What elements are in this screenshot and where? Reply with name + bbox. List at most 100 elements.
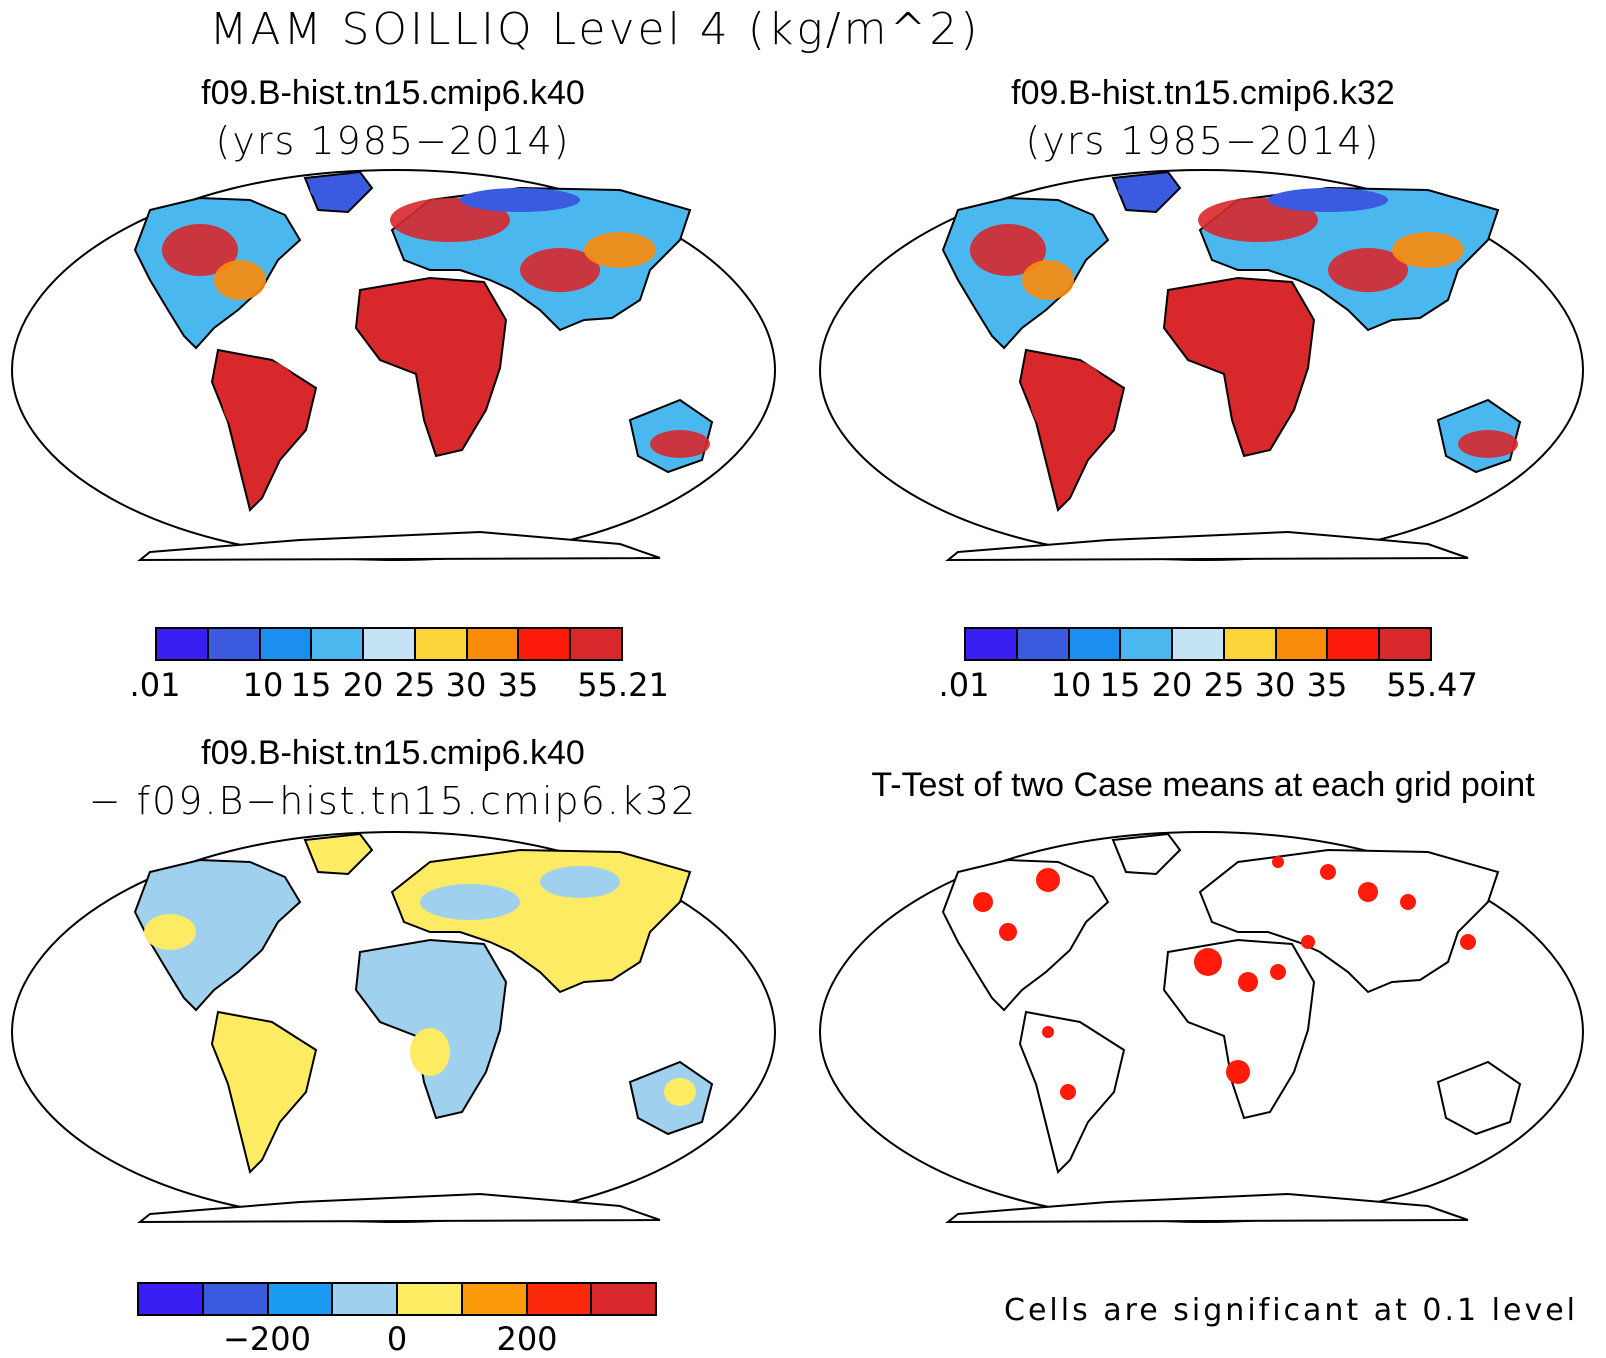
continent-northAmerica [133, 858, 302, 1012]
colorbar-difference [137, 1282, 657, 1316]
colorbar-swatch [1276, 629, 1329, 659]
colorbar-swatch [1224, 629, 1277, 659]
colorbar-tick-label: 30 [1254, 666, 1296, 704]
colorbar-swatch [1121, 629, 1174, 659]
colorbar-swatch [203, 1284, 269, 1314]
significant-cell [999, 923, 1017, 941]
colorbar-swatch [592, 1284, 655, 1314]
colorbar-swatch [268, 1284, 334, 1314]
colorbar-tick-label: .01 [129, 666, 181, 704]
colorbar-tick-label: −200 [223, 1320, 311, 1358]
significant-cell [1036, 868, 1060, 892]
field-blob [1030, 360, 1110, 440]
significant-cell [1301, 935, 1315, 949]
colorbar-swatch [1069, 629, 1122, 659]
colorbar-swatch [157, 629, 209, 659]
significant-cell [973, 892, 993, 912]
significant-cell [1320, 864, 1336, 880]
colorbar-swatch [1017, 629, 1070, 659]
significant-cell [1358, 882, 1378, 902]
map-difference [10, 830, 777, 1224]
colorbar-tick-label: 35 [497, 666, 539, 704]
colorbar-swatch [966, 629, 1018, 659]
colorbar-swatch [398, 1284, 463, 1314]
colorbar-swatch [415, 629, 468, 659]
field-blob [162, 224, 238, 276]
continent-antarctica [137, 1192, 661, 1224]
field-blob [1022, 260, 1074, 300]
colorbar-tick-label: 10 [1050, 666, 1092, 704]
field-blob [970, 224, 1046, 276]
colorbar-swatch [462, 1284, 528, 1314]
colorbar-swatch [364, 629, 416, 659]
map-ttest [818, 830, 1585, 1224]
field-blob [584, 232, 656, 268]
colorbar-swatch [1380, 629, 1431, 659]
field-blob [420, 884, 520, 920]
significance-note: Cells are significant at 0.1 level [1004, 1293, 1579, 1328]
continent-africa [1162, 938, 1316, 1120]
colorbar-swatch [1328, 629, 1381, 659]
diff-case-title: f09.B-hist.tn15.cmip6.k40 [201, 734, 585, 772]
field-blob [310, 180, 350, 200]
colorbar-swatch [312, 629, 365, 659]
continent-greenland [303, 832, 374, 876]
field-blob [1268, 188, 1388, 212]
colorbar-swatch [208, 629, 261, 659]
significant-cell [1400, 894, 1416, 910]
field-blob [1392, 232, 1464, 268]
field-blob [460, 188, 580, 212]
field-blob [214, 260, 266, 300]
colorbar-tick-label: 55.47 [1386, 666, 1478, 704]
figure-title: MAM SOILLIQ Level 4 (kg/m^2) [209, 4, 981, 55]
field-blob [1458, 430, 1518, 458]
colorbar-tick-label: 200 [496, 1320, 558, 1358]
field-blob [520, 248, 600, 292]
map-k32 [818, 168, 1585, 562]
colorbar-swatch [519, 629, 572, 659]
colorbar-tick-label: 15 [1099, 666, 1141, 704]
field-blob [1198, 198, 1318, 242]
colorbar-tick-label: 15 [290, 666, 332, 704]
significant-cell [1272, 856, 1284, 868]
colorbar-tick-label: 30 [445, 666, 487, 704]
colorbar-swatch [467, 629, 520, 659]
significant-cell [1060, 1084, 1076, 1100]
significant-cell [1042, 1026, 1054, 1038]
colorbar-tick-label: 35 [1306, 666, 1348, 704]
map-k40 [10, 168, 777, 562]
colorbar-swatch [527, 1284, 593, 1314]
panel-case-title: f09.B-hist.tn15.cmip6.k40 [201, 74, 585, 112]
diff-case2-title: − f09.B−hist.tn15.cmip6.k32 [88, 779, 698, 823]
field-blob [410, 1028, 450, 1076]
panel-years: (yrs 1985−2014) [1025, 119, 1381, 163]
significant-cell [1270, 964, 1286, 980]
continent-australia [1436, 1060, 1522, 1136]
colorbar-tick-label: .01 [938, 666, 990, 704]
significant-cell [1460, 934, 1476, 950]
colorbar-tick-label: 55.21 [577, 666, 669, 704]
continent-antarctica [945, 1192, 1469, 1224]
colorbar-tick-label: 25 [394, 666, 436, 704]
field-blob [1118, 180, 1158, 200]
colorbar-tick-label: 20 [1151, 666, 1193, 704]
continent-europeAsia [1198, 848, 1500, 994]
field-blob [144, 914, 196, 950]
panel-years: (yrs 1985−2014) [215, 119, 571, 163]
continent-antarctica [137, 530, 661, 562]
continent-antarctica [945, 530, 1469, 562]
continent-greenland [1111, 832, 1182, 876]
colorbar-swatch [571, 629, 622, 659]
colorbar-tick-label: 0 [386, 1320, 408, 1358]
field-blob [664, 1078, 696, 1106]
panel-case-title: f09.B-hist.tn15.cmip6.k32 [1011, 74, 1395, 112]
colorbar-tick-label: 20 [342, 666, 384, 704]
field-blob [540, 866, 620, 898]
colorbar-k32 [964, 627, 1432, 661]
colorbar-tick-label: 10 [242, 666, 284, 704]
colorbar-swatch [139, 1284, 204, 1314]
colorbar-k40 [155, 627, 623, 661]
field-blob [650, 430, 710, 458]
colorbar-swatch [333, 1284, 398, 1314]
significant-cell [1226, 1060, 1250, 1084]
